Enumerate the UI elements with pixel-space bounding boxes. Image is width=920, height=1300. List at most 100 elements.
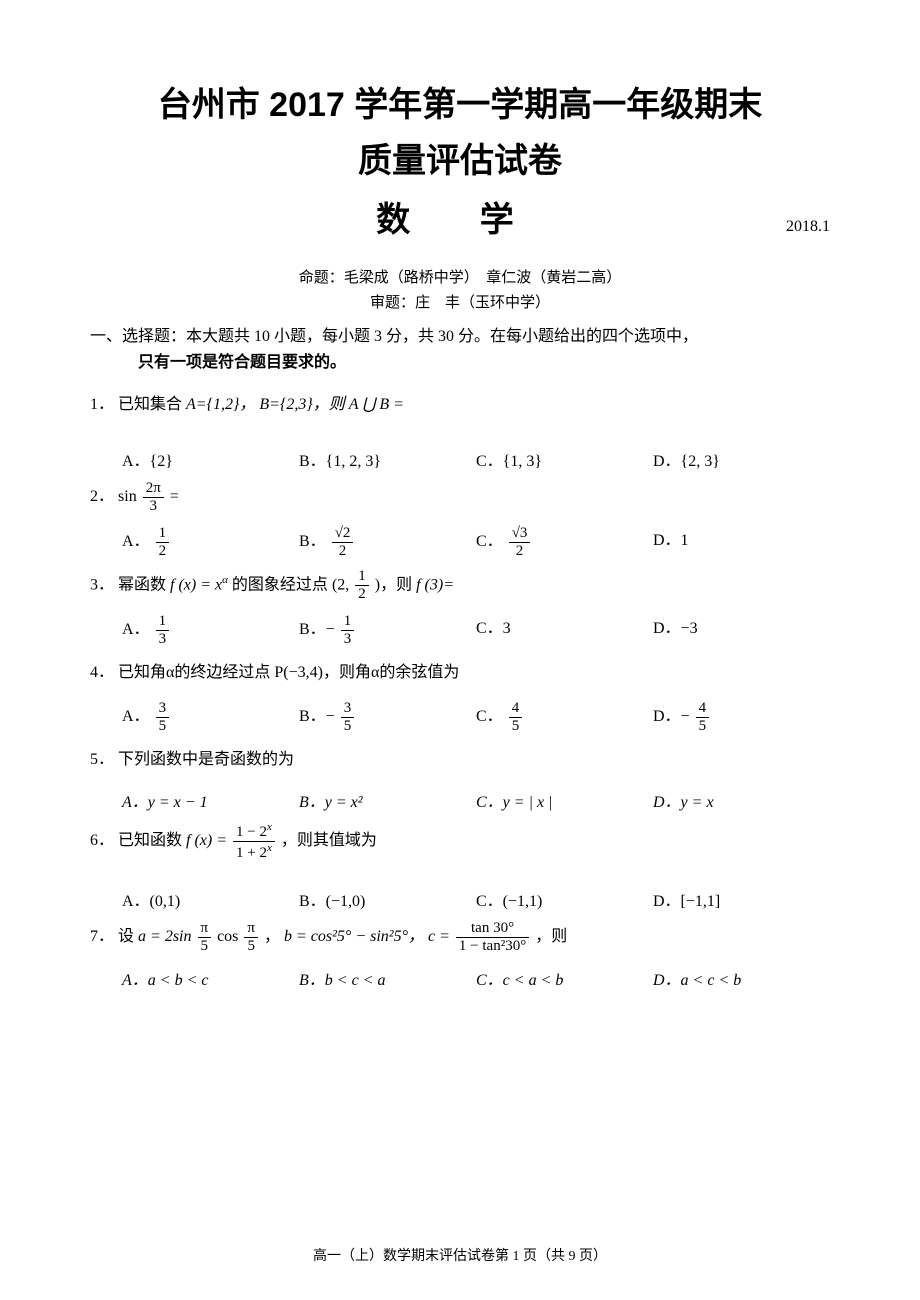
q3-A-label: A．	[122, 622, 150, 639]
q6-text2: ，则其值域为	[281, 833, 377, 850]
q1-union: A ⋃ B =	[349, 396, 404, 413]
q1-choice-D: D．{2, 3}	[653, 447, 830, 471]
q3-choices: A． 1 3 B．− 1 3 C．3 D．−3	[90, 614, 830, 647]
q6-choice-B: B．(−1,0)	[299, 887, 476, 911]
q3-pt-den: 2	[355, 586, 369, 602]
q2-choice-D: D．1	[653, 526, 830, 559]
q4-B-label: B．−	[299, 709, 335, 726]
q7-num: 7．	[90, 929, 114, 946]
q1-num: 1．	[90, 396, 114, 413]
q7-choice-C: C．c < a < b	[476, 966, 653, 990]
q6-den-expr: 1 + 2x	[233, 842, 275, 861]
q2-sin: sin	[118, 488, 137, 505]
q5-num: 5．	[90, 751, 114, 768]
q4-C-den: 5	[509, 718, 523, 734]
q7-comma1: ，	[264, 929, 280, 946]
q4-B-num: 3	[341, 701, 355, 718]
q3-B-frac: 1 3	[341, 614, 355, 647]
q4-A-frac: 3 5	[156, 701, 170, 734]
q7-c-den: 1 − tan²30°	[456, 938, 529, 954]
q2-A-num: 1	[156, 526, 170, 543]
q6-frac: 1 − 2x 1 + 2x	[233, 822, 275, 861]
section-1-header: 一、选择题：本大题共 10 小题，每小题 3 分，共 30 分。在每小题给出的四…	[90, 324, 830, 375]
q7-a-num2: π	[244, 921, 258, 938]
q3-point-close: )，则	[375, 577, 416, 594]
q3-text2: 的图象经过点	[232, 577, 332, 594]
q5-choices: A．y = x − 1 B．y = x² C．y = | x | D．y = x	[90, 788, 830, 812]
q4-D-frac: 4 5	[696, 701, 710, 734]
q5-choice-A: A．y = x − 1	[122, 788, 299, 812]
question-7: 7． 设 a = 2sin π 5 cos π 5 ， b = cos²5° −…	[90, 921, 830, 954]
q4-choice-A: A． 3 5	[122, 701, 299, 734]
q3-pt-frac: 1 2	[355, 569, 369, 602]
question-4: 4． 已知角α的终边经过点 P(−3,4)，则角α的余弦值为	[90, 657, 830, 689]
q7-a-frac1: π 5	[198, 921, 212, 954]
q2-A-den: 2	[156, 543, 170, 559]
exam-date: 2018.1	[786, 218, 830, 236]
subject-title: 数 学	[90, 192, 830, 241]
q4-C-num: 4	[509, 701, 523, 718]
q4-choice-C: C． 4 5	[476, 701, 653, 734]
q4-choices: A． 3 5 B．− 3 5 C． 4 5 D．− 4 5	[90, 701, 830, 734]
q1-choice-B: B．{1, 2, 3}	[299, 447, 476, 471]
q6-fx: f (x) =	[186, 833, 231, 850]
q4-A-num: 3	[156, 701, 170, 718]
q6-choice-D: D．[−1,1]	[653, 887, 830, 911]
q6-num-exp: x	[267, 821, 272, 833]
q4-C-frac: 4 5	[509, 701, 523, 734]
q2-C-den: 2	[509, 543, 531, 559]
q7-b: b = cos²5° − sin²5°，	[284, 929, 424, 946]
q4-B-den: 5	[341, 718, 355, 734]
q7-a-num1: π	[198, 921, 212, 938]
q6-num: 6．	[90, 833, 114, 850]
section-text: 本大题共 10 小题，每小题 3 分，共 30 分。在每小题给出的四个选项中，	[186, 328, 698, 345]
q4-D-den: 5	[696, 718, 710, 734]
q4-D-label: D．−	[653, 709, 690, 726]
q2-B-frac: √2 2	[332, 526, 354, 559]
q6-den-base: 1 + 2	[236, 845, 267, 861]
q2-B-label: B．	[299, 533, 326, 550]
q4-num: 4．	[90, 664, 114, 681]
q5-choice-B: B．y = x²	[299, 788, 476, 812]
q2-choice-C: C． √3 2	[476, 526, 653, 559]
question-6: 6． 已知函数 f (x) = 1 − 2x 1 + 2x ，则其值域为	[90, 822, 830, 861]
q1-choice-C: C．{1, 3}	[476, 447, 653, 471]
q6-text: 已知函数	[118, 833, 186, 850]
q3-choice-C: C．3	[476, 614, 653, 647]
q1-choices: A．{2} B．{1, 2, 3} C．{1, 3} D．{2, 3}	[90, 447, 830, 471]
q7-c-num: tan 30°	[456, 921, 529, 938]
q6-num-base: 1 − 2	[236, 824, 267, 840]
q3-alpha: α	[222, 574, 228, 586]
q1-set-B: B={2,3}，则	[259, 396, 348, 413]
q2-C-num: √3	[509, 526, 531, 543]
section-number: 一、选择题：	[90, 328, 186, 345]
q2-B-num: √2	[332, 526, 354, 543]
q2-C-label: C．	[476, 533, 503, 550]
q3-B-den: 3	[341, 631, 355, 647]
q6-num-expr: 1 − 2x	[233, 822, 275, 842]
q4-D-num: 4	[696, 701, 710, 718]
q3-B-label: B．−	[299, 622, 335, 639]
q2-C-frac: √3 2	[509, 526, 531, 559]
q3-B-num: 1	[341, 614, 355, 631]
question-3: 3． 幂函数 f (x) = xα 的图象经过点 (2, 1 2 )，则 f (…	[90, 569, 830, 602]
q5-choice-C: C．y = | x |	[476, 788, 653, 812]
q2-eq: =	[170, 488, 179, 505]
credits-line2: 审题：庄 丰（玉环中学）	[90, 291, 830, 312]
q7-a-frac2: π 5	[244, 921, 258, 954]
q7-a-den2: 5	[244, 938, 258, 954]
q3-choice-A: A． 1 3	[122, 614, 299, 647]
q2-B-den: 2	[332, 543, 354, 559]
credits-line1: 命题：毛梁成（路桥中学） 章仁波（黄岩二高）	[90, 266, 830, 287]
q7-cos: cos	[217, 929, 238, 946]
q5-text: 下列函数中是奇函数的为	[118, 751, 294, 768]
q3-A-den: 3	[156, 631, 170, 647]
q3-choice-B: B．− 1 3	[299, 614, 476, 647]
q2-frac: 2π 3	[143, 481, 164, 514]
q3-num: 3．	[90, 577, 114, 594]
q4-choice-D: D．− 4 5	[653, 701, 830, 734]
q3-A-frac: 1 3	[156, 614, 170, 647]
q2-num: 2．	[90, 488, 114, 505]
q3-point-open: (2,	[332, 577, 349, 594]
q2-A-frac: 1 2	[156, 526, 170, 559]
